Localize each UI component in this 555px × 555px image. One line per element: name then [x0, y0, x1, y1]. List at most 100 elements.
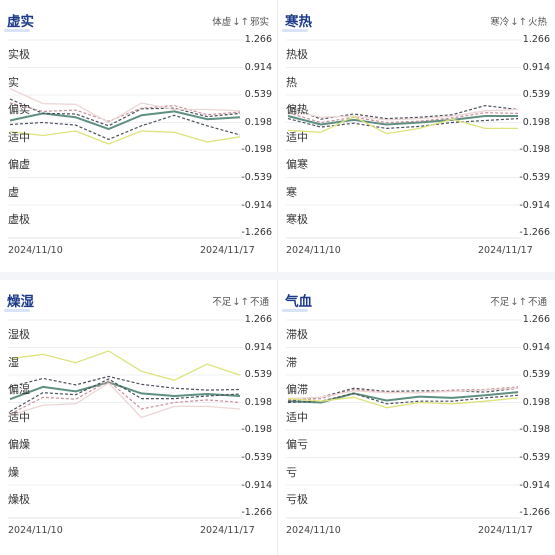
level-label: 滞 [286, 355, 297, 369]
value-tick-label: 0.539 [522, 89, 550, 101]
axis-legend: 寒冷↓↑火热 [490, 14, 547, 28]
level-label: 适中 [286, 130, 308, 144]
level-label: 虚极 [8, 213, 30, 226]
level-label: 湿极 [8, 328, 30, 341]
value-tick-label: 1.266 [244, 34, 272, 45]
value-tick-label: 0.198 [244, 116, 272, 128]
x-end-date: 2024/11/17 [478, 525, 533, 536]
up-down-arrow-icon: ↓↑ [232, 297, 249, 308]
value-tick-label: -0.198 [241, 424, 272, 436]
value-tick-label: 0.198 [522, 396, 550, 408]
value-tick-label: 1.266 [522, 34, 550, 45]
x-end-date: 2024/11/17 [478, 245, 533, 256]
value-tick-label: -0.914 [519, 479, 550, 491]
value-tick-label: 0.539 [244, 369, 272, 381]
x-start-date: 2024/11/10 [286, 525, 341, 536]
value-tick-label: -0.198 [241, 144, 272, 156]
level-label: 偏湿 [8, 383, 30, 396]
x-start-date: 2024/11/10 [8, 525, 63, 536]
level-label: 适中 [8, 410, 30, 424]
level-label: 偏滞 [286, 383, 308, 396]
value-tick-label: 1.266 [244, 314, 272, 325]
value-tick-label: 0.914 [522, 61, 550, 73]
value-tick-label: -0.539 [519, 172, 550, 183]
value-tick-label: 0.914 [244, 341, 272, 353]
value-tick-label: -0.914 [241, 479, 272, 491]
axis-legend: 不足↓↑不通 [490, 294, 547, 308]
level-label: 寒极 [286, 213, 308, 226]
level-label: 偏热 [286, 103, 308, 116]
chart-panel-qixue: 气血 不足↓↑不通 滞极滞偏滞 适中 偏亏亏亏极 1.266 0.914 0.539 0.198… [278, 280, 555, 552]
series-line-3 [287, 118, 519, 129]
level-label: 偏亏 [286, 438, 308, 451]
level-label: 燥极 [8, 493, 30, 506]
chart-title: 寒热 [285, 14, 312, 30]
level-label: 偏实 [8, 103, 30, 116]
x-end-date: 2024/11/17 [200, 525, 255, 536]
level-label: 适中 [286, 410, 308, 424]
chart-panel-zaoshi: 燥湿 不足↓↑不通 湿极湿偏湿 适中 偏燥燥燥极 1.266 0.914 0.539 0.198… [0, 280, 277, 552]
series-line-2 [287, 104, 519, 120]
chart-title: 燥湿 [7, 294, 34, 310]
value-tick-label: 0.539 [522, 369, 550, 381]
series-line-6 [287, 396, 519, 409]
series-line-2 [287, 387, 519, 402]
series-line-4 [9, 380, 241, 415]
series-line-2 [9, 98, 241, 127]
level-label: 热极 [286, 48, 308, 61]
value-tick-label: 1.266 [522, 314, 550, 325]
series-line-5 [9, 88, 241, 124]
axis-legend: 体虚↓↑邪实 [212, 14, 269, 28]
chart-canvas [286, 39, 521, 239]
level-label: 燥 [8, 465, 19, 479]
chart-canvas [8, 39, 243, 239]
value-tick-label: -0.914 [519, 199, 550, 211]
legend-high-label: 不通 [249, 297, 269, 308]
series-line-3 [287, 392, 519, 405]
title-underline [4, 309, 30, 312]
series-line-6 [9, 130, 241, 145]
value-tick-label: 0.539 [244, 89, 272, 101]
value-tick-label: -0.198 [519, 424, 550, 436]
series-line-5 [287, 108, 519, 121]
value-tick-label: 0.198 [244, 396, 272, 408]
up-down-arrow-icon: ↓↑ [510, 297, 527, 308]
series-line-1 [287, 115, 518, 126]
title-underline [282, 29, 308, 32]
series-line-2 [9, 375, 241, 391]
chart-title: 气血 [285, 294, 312, 310]
value-tick-label: 0.914 [244, 61, 272, 73]
chart-panel-hanre: 寒热 寒冷↓↑火热 热极热偏热 适中 偏寒寒寒极 1.266 0.914 0.539 0.198… [278, 0, 555, 272]
value-tick-label: -1.266 [519, 227, 550, 239]
level-label: 偏寒 [286, 158, 308, 171]
value-tick-label: -0.539 [519, 452, 550, 463]
level-label: 适中 [8, 130, 30, 144]
series-line-5 [9, 382, 241, 419]
series-line-3 [9, 378, 241, 413]
chart-canvas [8, 319, 243, 519]
x-start-date: 2024/11/10 [286, 245, 341, 256]
legend-high-label: 不通 [527, 297, 547, 308]
value-tick-label: -1.266 [241, 507, 272, 519]
value-tick-label: -1.266 [241, 227, 272, 239]
level-label: 湿 [8, 355, 19, 369]
chart-title: 虚实 [7, 14, 34, 30]
legend-low-label: 寒冷 [490, 17, 510, 28]
chart-canvas [286, 319, 521, 519]
series-line-5 [287, 387, 519, 400]
legend-high-label: 火热 [527, 17, 547, 28]
level-label: 实 [8, 75, 19, 89]
title-underline [4, 29, 30, 32]
legend-low-label: 不足 [212, 297, 232, 308]
axis-legend: 不足↓↑不通 [212, 294, 269, 308]
legend-high-label: 邪实 [249, 17, 269, 28]
up-down-arrow-icon: ↓↑ [510, 17, 527, 28]
series-line-4 [287, 112, 519, 124]
value-tick-label: 0.914 [522, 341, 550, 353]
level-label: 虚 [8, 185, 19, 199]
x-end-date: 2024/11/17 [200, 245, 255, 256]
level-label: 亏极 [286, 493, 308, 506]
up-down-arrow-icon: ↓↑ [232, 17, 249, 28]
chart-panel-xushi: 虚实 体虚↓↑邪实 实极实偏实 适中 偏虚虚虚极 1.266 0.914 0.539 0.198… [0, 0, 277, 272]
level-label: 滞极 [286, 328, 308, 341]
